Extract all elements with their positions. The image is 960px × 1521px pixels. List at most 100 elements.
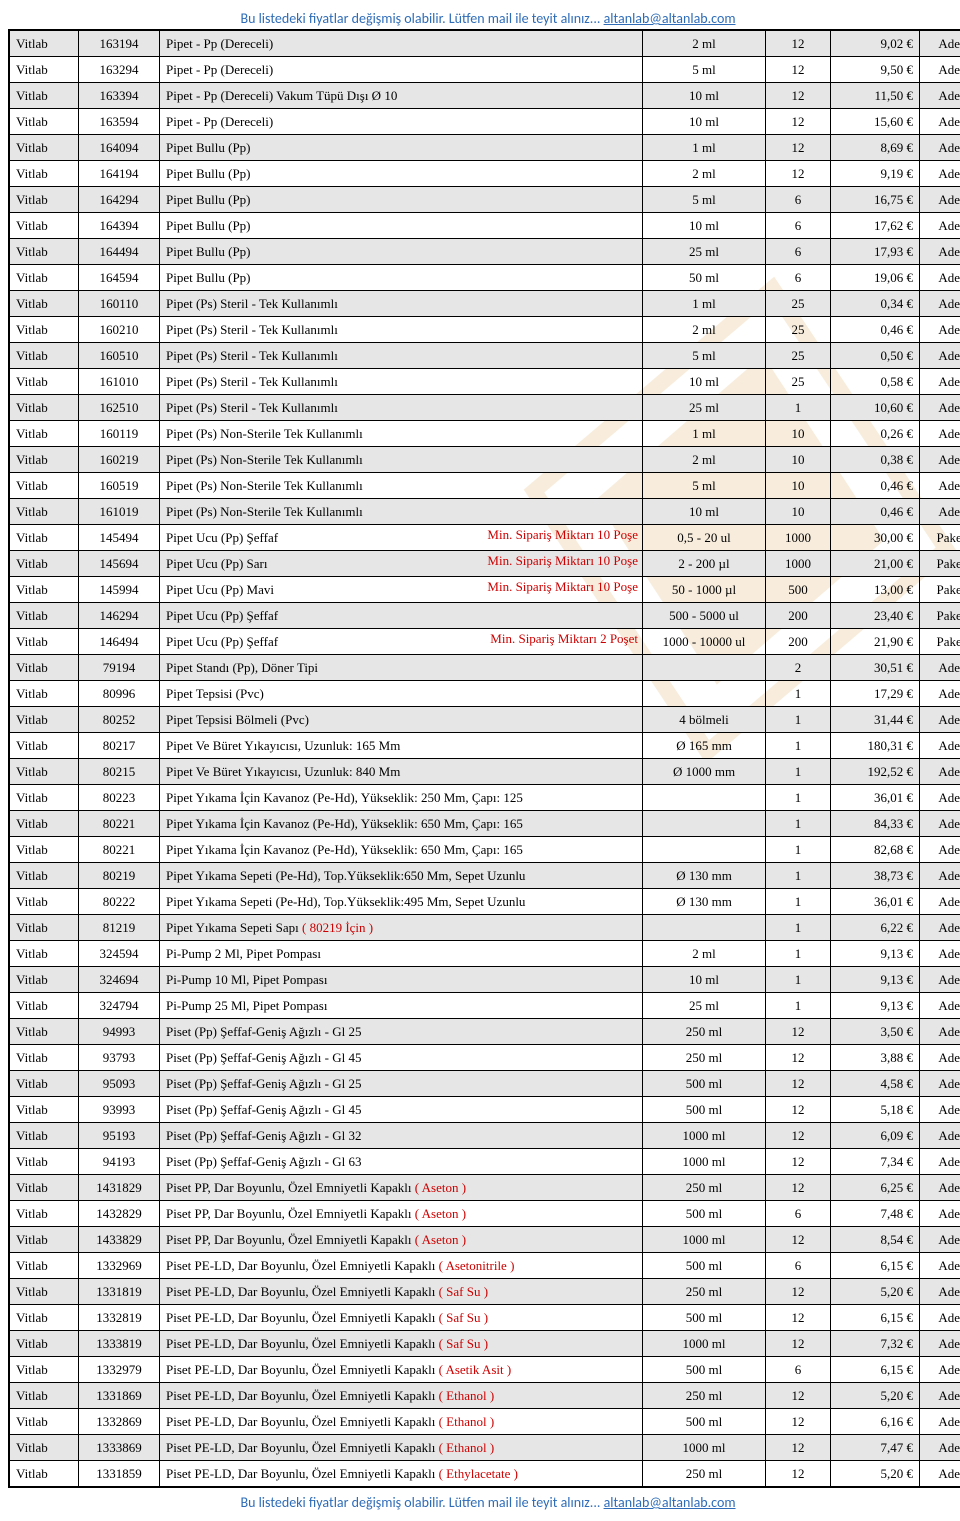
table-row: Vitlab94193Piset (Pp) Şeffaf-Geniş Ağızl… (9, 1149, 960, 1175)
cell-qty: 12 (766, 1409, 831, 1435)
cell-price: 21,00 € (831, 551, 920, 577)
table-row: Vitlab1332979Piset PE-LD, Dar Boyunlu, Ö… (9, 1357, 960, 1383)
cell-price: 0,50 € (831, 343, 920, 369)
table-row: Vitlab146494Pipet Ucu (Pp) ŞeffafMin. Si… (9, 629, 960, 655)
cell-size: 5 ml (643, 187, 766, 213)
cell-unit: Adet (920, 1357, 960, 1383)
cell-desc: Pipet Bullu (Pp) (160, 161, 643, 187)
cell-brand: Vitlab (9, 941, 79, 967)
cell-code: 160510 (79, 343, 160, 369)
cell-code: 80996 (79, 681, 160, 707)
cell-price: 0,26 € (831, 421, 920, 447)
cell-code: 81219 (79, 915, 160, 941)
table-row: Vitlab163294Pipet - Pp (Dereceli)5 ml129… (9, 57, 960, 83)
cell-size: Ø 130 mm (643, 889, 766, 915)
cell-code: 79194 (79, 655, 160, 681)
cell-desc: Pipet - Pp (Dereceli) (160, 30, 643, 57)
cell-qty: 1 (766, 759, 831, 785)
table-row: Vitlab161019Pipet (Ps) Non-Sterile Tek K… (9, 499, 960, 525)
cell-qty: 1 (766, 837, 831, 863)
cell-brand: Vitlab (9, 135, 79, 161)
desc-annotation: ( Ethanol ) (439, 1414, 495, 1429)
cell-brand: Vitlab (9, 915, 79, 941)
cell-desc: Pipet Ve Büret Yıkayıcısı, Uzunluk: 165 … (160, 733, 643, 759)
cell-price: 38,73 € (831, 863, 920, 889)
cell-price: 17,62 € (831, 213, 920, 239)
cell-brand: Vitlab (9, 993, 79, 1019)
cell-unit: Adet (920, 265, 960, 291)
cell-size: 5 ml (643, 343, 766, 369)
cell-qty: 12 (766, 57, 831, 83)
table-row: Vitlab1332869Piset PE-LD, Dar Boyunlu, Ö… (9, 1409, 960, 1435)
header-notice: Bu listedeki fiyatlar değişmiş olabilir.… (8, 10, 960, 27)
cell-brand: Vitlab (9, 681, 79, 707)
cell-qty: 1 (766, 941, 831, 967)
table-row: Vitlab164394Pipet Bullu (Pp)10 ml617,62 … (9, 213, 960, 239)
cell-brand: Vitlab (9, 707, 79, 733)
desc-annotation: ( Saf Su ) (439, 1284, 488, 1299)
cell-desc: Piset PP, Dar Boyunlu, Özel Emniyetli Ka… (160, 1201, 643, 1227)
cell-brand: Vitlab (9, 1409, 79, 1435)
cell-size: 0,5 - 20 ul (643, 525, 766, 551)
cell-size: 10 ml (643, 369, 766, 395)
cell-qty: 12 (766, 109, 831, 135)
table-row: Vitlab80215Pipet Ve Büret Yıkayıcısı, Uz… (9, 759, 960, 785)
cell-brand: Vitlab (9, 473, 79, 499)
cell-size: 5 ml (643, 473, 766, 499)
cell-size (643, 811, 766, 837)
cell-unit: Adet (920, 811, 960, 837)
cell-size: 2 ml (643, 317, 766, 343)
cell-unit: Adet (920, 161, 960, 187)
cell-unit: Adet (920, 1175, 960, 1201)
cell-unit: Adet (920, 1435, 960, 1461)
table-row: Vitlab80219Pipet Yıkama Sepeti (Pe-Hd), … (9, 863, 960, 889)
cell-code: 1332969 (79, 1253, 160, 1279)
cell-size (643, 915, 766, 941)
cell-code: 160210 (79, 317, 160, 343)
cell-desc: Pi-Pump 10 Ml, Pipet Pompası (160, 967, 643, 993)
cell-unit: Adet (920, 1331, 960, 1357)
cell-size: Ø 130 mm (643, 863, 766, 889)
cell-brand: Vitlab (9, 161, 79, 187)
cell-code: 95093 (79, 1071, 160, 1097)
cell-qty: 1 (766, 811, 831, 837)
cell-code: 1332819 (79, 1305, 160, 1331)
cell-price: 192,52 € (831, 759, 920, 785)
cell-size: Ø 1000 mm (643, 759, 766, 785)
cell-unit: Adet (920, 863, 960, 889)
cell-unit: Adet (920, 1253, 960, 1279)
cell-qty: 1000 (766, 551, 831, 577)
cell-desc: Piset (Pp) Şeffaf-Geniş Ağızlı - Gl 25 (160, 1071, 643, 1097)
cell-size: Ø 165 mm (643, 733, 766, 759)
cell-brand: Vitlab (9, 1201, 79, 1227)
cell-price: 19,06 € (831, 265, 920, 291)
cell-desc: Piset (Pp) Şeffaf-Geniş Ağızlı - Gl 45 (160, 1097, 643, 1123)
notice-text: Bu listedeki fiyatlar değişmiş olabilir.… (240, 10, 603, 27)
cell-unit: Adet (920, 889, 960, 915)
cell-brand: Vitlab (9, 1461, 79, 1488)
cell-price: 0,58 € (831, 369, 920, 395)
cell-unit: Adet (920, 707, 960, 733)
cell-brand: Vitlab (9, 1305, 79, 1331)
cell-size: 25 ml (643, 993, 766, 1019)
cell-size: 1000 ml (643, 1435, 766, 1461)
cell-size: 1 ml (643, 135, 766, 161)
cell-code: 163594 (79, 109, 160, 135)
cell-code: 93793 (79, 1045, 160, 1071)
cell-code: 80219 (79, 863, 160, 889)
cell-brand: Vitlab (9, 967, 79, 993)
cell-size: 500 ml (643, 1357, 766, 1383)
desc-annotation: Min. Sipariş Miktarı 2 Poşet (490, 631, 638, 647)
cell-qty: 12 (766, 1149, 831, 1175)
table-row: Vitlab80223Pipet Yıkama İçin Kavanoz (Pe… (9, 785, 960, 811)
table-row: Vitlab324794Pi-Pump 25 Ml, Pipet Pompası… (9, 993, 960, 1019)
cell-unit: Adet (920, 30, 960, 57)
cell-qty: 12 (766, 1071, 831, 1097)
cell-desc: Piset PE-LD, Dar Boyunlu, Özel Emniyetli… (160, 1253, 643, 1279)
cell-qty: 2 (766, 655, 831, 681)
cell-brand: Vitlab (9, 785, 79, 811)
cell-code: 161010 (79, 369, 160, 395)
cell-unit: Paket (920, 603, 960, 629)
cell-desc: Piset PE-LD, Dar Boyunlu, Özel Emniyetli… (160, 1461, 643, 1488)
cell-desc: Pipet Yıkama Sepeti (Pe-Hd), Top.Yüksekl… (160, 863, 643, 889)
